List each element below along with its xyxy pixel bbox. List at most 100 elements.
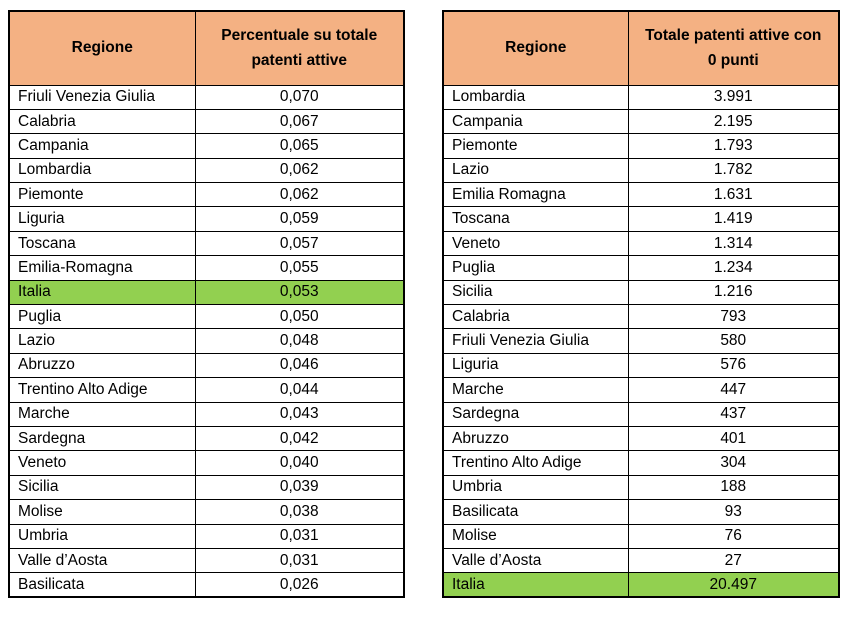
region-cell: Trentino Alto Adige bbox=[442, 450, 629, 476]
region-cell: Liguria bbox=[442, 352, 629, 379]
table-row: Basilicata 0,026 bbox=[8, 572, 405, 598]
table-row: Puglia 1.234 bbox=[442, 255, 840, 281]
value-cell: 1.782 bbox=[627, 157, 840, 184]
region-cell: Italia bbox=[8, 279, 196, 306]
table-row: Abruzzo 0,046 bbox=[8, 352, 405, 379]
value-cell: 0,038 bbox=[194, 499, 405, 525]
region-cell: Piemonte bbox=[442, 133, 629, 159]
region-cell: Campania bbox=[8, 133, 196, 159]
value-cell: 0,065 bbox=[194, 133, 405, 159]
table-row: Calabria 0,067 bbox=[8, 108, 405, 135]
document-body: Regione Percentuale su totale patenti at… bbox=[8, 10, 840, 599]
table-row: Toscana 0,057 bbox=[8, 230, 405, 257]
table-row: Sardegna 437 bbox=[442, 401, 840, 427]
region-cell: Sardegna bbox=[442, 401, 629, 427]
table-row: Trentino Alto Adige 304 bbox=[442, 450, 840, 476]
region-cell: Emilia Romagna bbox=[442, 182, 629, 208]
table-row: Friuli Venezia Giulia 0,070 bbox=[8, 84, 405, 110]
region-cell: Lazio bbox=[8, 328, 196, 354]
region-cell: Puglia bbox=[442, 255, 629, 281]
region-cell: Umbria bbox=[8, 523, 196, 549]
table-row: Veneto 1.314 bbox=[442, 230, 840, 257]
value-cell: 0,044 bbox=[194, 377, 405, 403]
value-cell: 793 bbox=[627, 304, 840, 330]
table-row: Marche 0,043 bbox=[8, 401, 405, 427]
value-cell: 0,026 bbox=[194, 572, 405, 598]
value-cell: 0,050 bbox=[194, 304, 405, 330]
value-cell: 93 bbox=[627, 499, 840, 525]
table-row: Campania 2.195 bbox=[442, 108, 840, 135]
table-row: Campania 0,065 bbox=[8, 133, 405, 159]
value-cell: 304 bbox=[627, 450, 840, 476]
table-row: Lombardia 0,062 bbox=[8, 157, 405, 184]
value-cell: 1.793 bbox=[627, 133, 840, 159]
region-cell: Friuli Venezia Giulia bbox=[8, 84, 196, 110]
value-cell: 188 bbox=[627, 474, 840, 501]
value-cell: 0,055 bbox=[194, 255, 405, 281]
value-cell: 0,048 bbox=[194, 328, 405, 354]
zero-points-table-header: Regione Totale patenti attive con 0 punt… bbox=[442, 10, 840, 86]
table-row: Emilia-Romagna 0,055 bbox=[8, 255, 405, 281]
region-cell: Basilicata bbox=[8, 572, 196, 598]
value-cell: 0,070 bbox=[194, 84, 405, 110]
value-cell: 0,031 bbox=[194, 523, 405, 549]
value-cell: 1.216 bbox=[627, 279, 840, 306]
table-row: Emilia Romagna 1.631 bbox=[442, 182, 840, 208]
region-cell: Piemonte bbox=[8, 182, 196, 208]
table-row: Lazio 1.782 bbox=[442, 157, 840, 184]
table-row: Molise 76 bbox=[442, 523, 840, 549]
table-row-highlighted: Italia 20.497 bbox=[442, 572, 840, 598]
region-cell: Valle d’Aosta bbox=[442, 547, 629, 574]
region-cell: Lazio bbox=[442, 157, 629, 184]
region-cell: Marche bbox=[442, 377, 629, 403]
region-cell: Sicilia bbox=[8, 474, 196, 501]
table-row: Calabria 793 bbox=[442, 304, 840, 330]
region-cell: Campania bbox=[442, 108, 629, 135]
region-cell: Emilia-Romagna bbox=[8, 255, 196, 281]
table-row: Sardegna 0,042 bbox=[8, 425, 405, 452]
region-cell: Sicilia bbox=[442, 279, 629, 306]
table-row: Liguria 0,059 bbox=[8, 206, 405, 232]
column-header-regione: Regione bbox=[442, 10, 629, 86]
value-cell: 576 bbox=[627, 352, 840, 379]
region-cell: Puglia bbox=[8, 304, 196, 330]
table-row: Lazio 0,048 bbox=[8, 328, 405, 354]
region-cell: Abruzzo bbox=[442, 425, 629, 452]
region-cell: Basilicata bbox=[442, 499, 629, 525]
region-cell: Sardegna bbox=[8, 425, 196, 452]
value-cell: 1.631 bbox=[627, 182, 840, 208]
table-row: Abruzzo 401 bbox=[442, 425, 840, 452]
table-row: Friuli Venezia Giulia 580 bbox=[442, 328, 840, 354]
region-cell: Abruzzo bbox=[8, 352, 196, 379]
region-cell: Italia bbox=[442, 572, 629, 598]
region-cell: Calabria bbox=[442, 304, 629, 330]
value-cell: 0,043 bbox=[194, 401, 405, 427]
percentage-table: Regione Percentuale su totale patenti at… bbox=[8, 10, 405, 599]
value-cell: 1.314 bbox=[627, 230, 840, 257]
value-cell: 27 bbox=[627, 547, 840, 574]
region-cell: Valle d’Aosta bbox=[8, 547, 196, 574]
value-cell: 0,062 bbox=[194, 182, 405, 208]
table-row: Valle d’Aosta 0,031 bbox=[8, 547, 405, 574]
table-row: Basilicata 93 bbox=[442, 499, 840, 525]
value-cell: 3.991 bbox=[627, 84, 840, 110]
value-cell: 0,039 bbox=[194, 474, 405, 501]
table-row: Marche 447 bbox=[442, 377, 840, 403]
region-cell: Veneto bbox=[8, 450, 196, 476]
region-cell: Trentino Alto Adige bbox=[8, 377, 196, 403]
value-cell: 447 bbox=[627, 377, 840, 403]
value-cell: 2.195 bbox=[627, 108, 840, 135]
value-cell: 0,057 bbox=[194, 230, 405, 257]
value-cell: 0,067 bbox=[194, 108, 405, 135]
value-cell: 0,053 bbox=[194, 279, 405, 306]
table-row: Molise 0,038 bbox=[8, 499, 405, 525]
value-cell: 401 bbox=[627, 425, 840, 452]
region-cell: Umbria bbox=[442, 474, 629, 501]
value-cell: 580 bbox=[627, 328, 840, 354]
zero-points-table-body: Lombardia 3.991 Campania 2.195 Piemonte 1.793… bbox=[442, 84, 840, 598]
value-cell: 1.234 bbox=[627, 255, 840, 281]
value-cell: 20.497 bbox=[627, 572, 840, 598]
region-cell: Molise bbox=[442, 523, 629, 549]
region-cell: Marche bbox=[8, 401, 196, 427]
table-row: Valle d’Aosta 27 bbox=[442, 547, 840, 574]
